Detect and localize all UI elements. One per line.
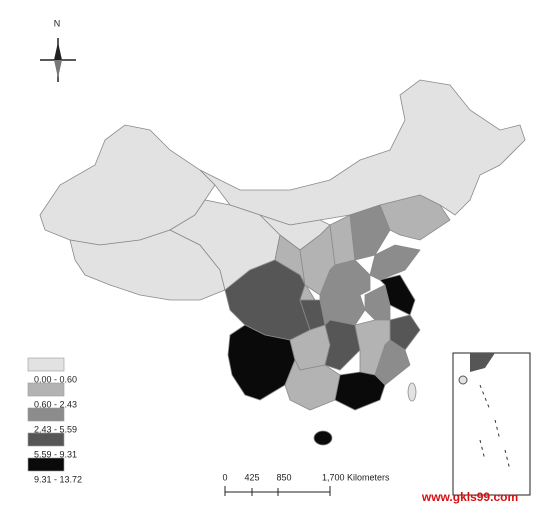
scale-unit: 1,700 Kilometers bbox=[322, 472, 390, 482]
legend-swatch bbox=[27, 457, 65, 472]
legend-label: 0.60 - 2.43 bbox=[34, 399, 77, 409]
province bbox=[407, 382, 417, 402]
compass: N bbox=[40, 18, 76, 82]
province bbox=[379, 194, 451, 241]
watermark: www.gkls99.com bbox=[421, 490, 518, 504]
province bbox=[334, 371, 386, 411]
legend-label: 2.43 - 5.59 bbox=[34, 424, 77, 434]
province bbox=[319, 259, 371, 296]
province bbox=[324, 319, 361, 371]
legend-swatch bbox=[27, 407, 65, 422]
compass-label: N bbox=[54, 18, 61, 28]
scale-tick: 0 bbox=[222, 472, 227, 482]
legend: 0.00 - 0.60 0.60 - 2.43 2.43 - 5.59 5.59 - … bbox=[27, 357, 82, 484]
legend-swatch bbox=[27, 432, 65, 447]
province bbox=[349, 204, 391, 261]
inset-map bbox=[452, 352, 531, 496]
legend-swatch bbox=[27, 382, 65, 397]
legend-swatch bbox=[27, 357, 65, 372]
legend-label: 9.31 - 13.72 bbox=[34, 474, 82, 484]
province bbox=[69, 229, 226, 301]
legend-label: 5.59 - 9.31 bbox=[34, 449, 77, 459]
province bbox=[313, 430, 333, 446]
scale-tick: 425 bbox=[244, 472, 259, 482]
scale-tick: 850 bbox=[276, 472, 291, 482]
scale-bar: 0 425 850 1,700 Kilometers bbox=[222, 472, 390, 496]
map bbox=[39, 79, 526, 446]
province bbox=[319, 294, 366, 326]
legend-label: 0.00 - 0.60 bbox=[34, 374, 77, 384]
